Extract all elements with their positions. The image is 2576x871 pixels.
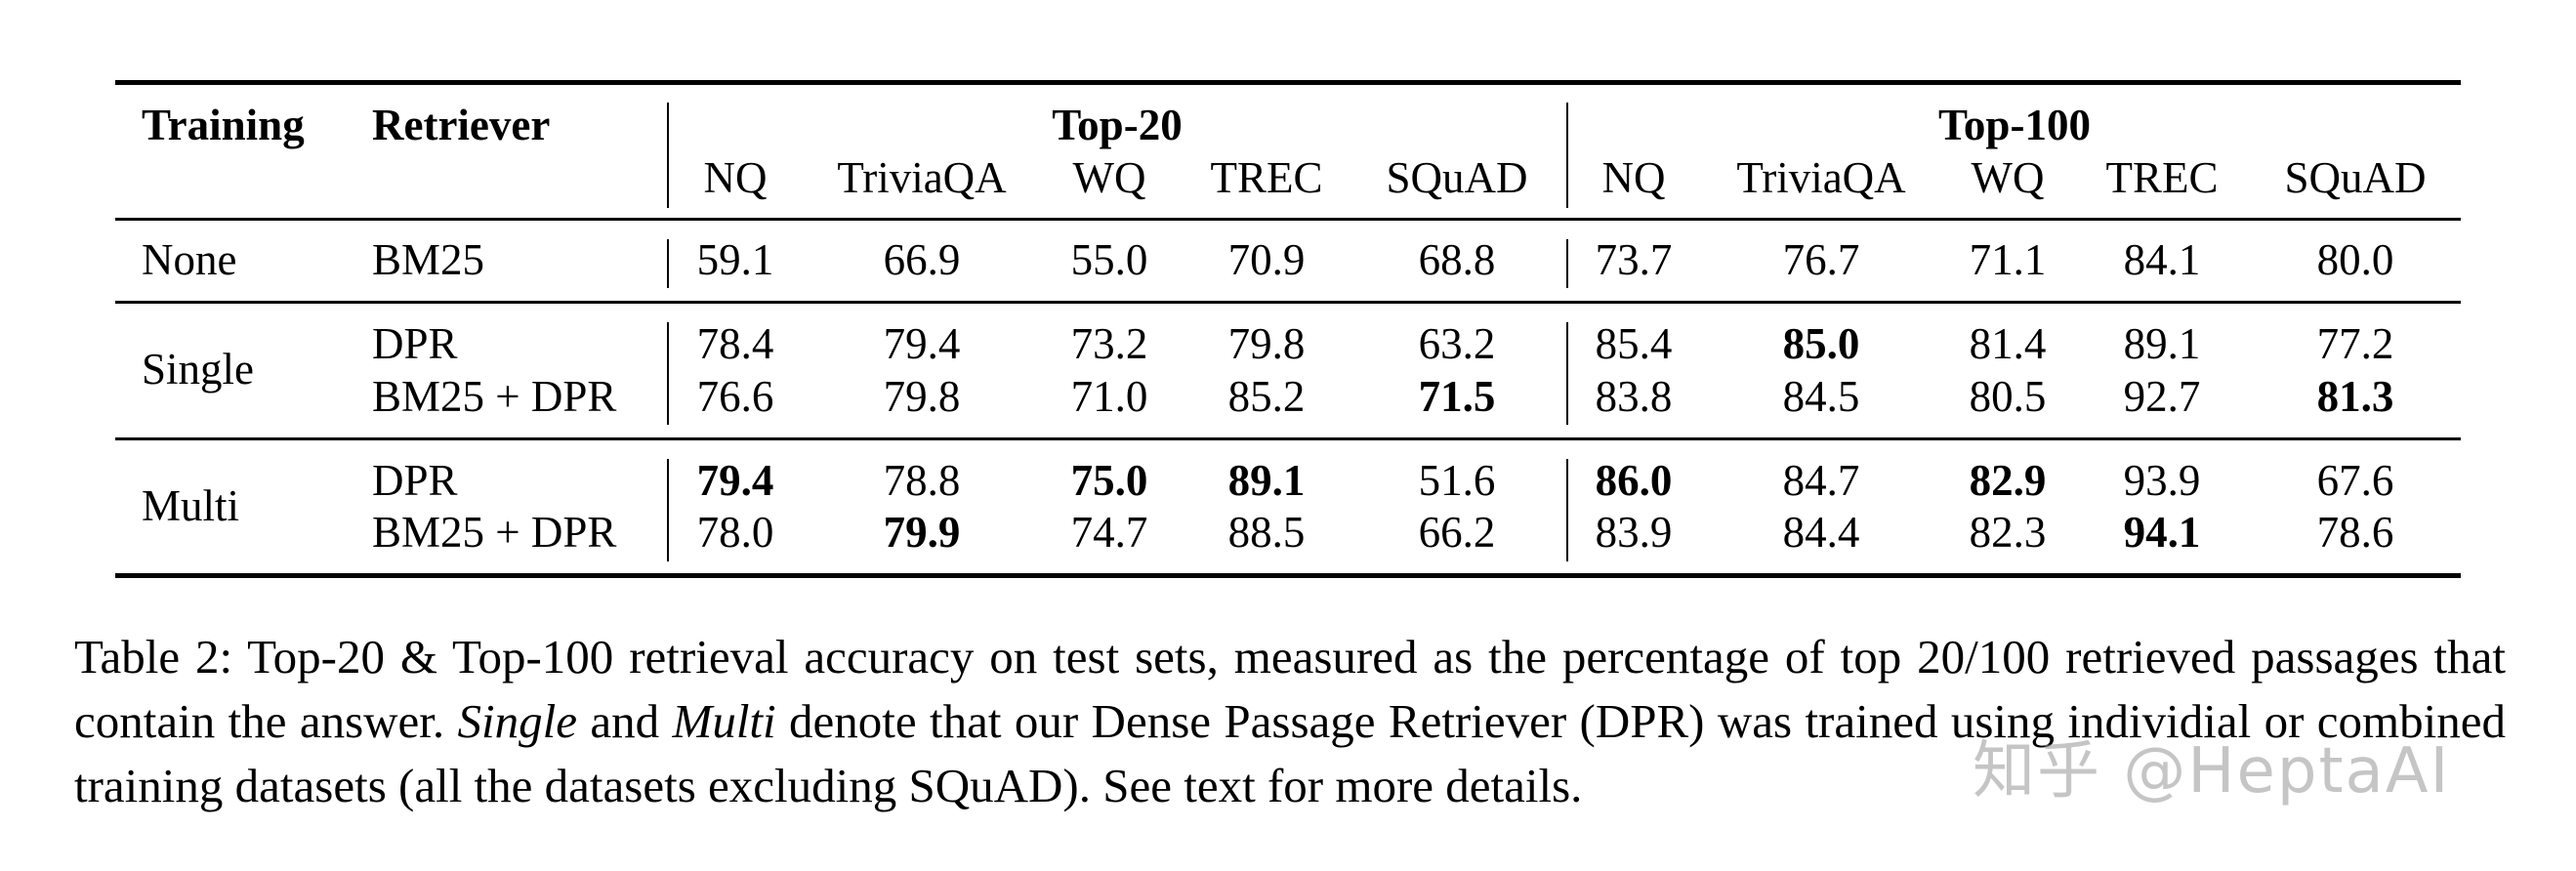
- value-cell: 68.8: [1418, 235, 1496, 284]
- vertical-divider-groups: [1566, 459, 1568, 561]
- caption-rest: denote that our Dense Passage Retriever …: [74, 694, 2507, 812]
- value-cell-best: 85.0: [1782, 319, 1860, 368]
- value-cell: 71.0: [1070, 372, 1148, 421]
- value-cell: 78.6: [2316, 508, 2394, 557]
- header-top20-nq: NQ: [703, 153, 768, 202]
- value-cell: 73.2: [1070, 319, 1148, 368]
- value-cell: 83.8: [1595, 372, 1673, 421]
- retriever-label: DPR: [372, 319, 458, 368]
- value-cell-best: 82.9: [1969, 456, 2047, 505]
- value-cell: 76.7: [1782, 235, 1860, 284]
- retriever-label: BM25 + DPR: [372, 372, 617, 421]
- value-cell: 81.4: [1969, 319, 2047, 368]
- value-cell: 93.9: [2123, 456, 2201, 505]
- retriever-label: BM25: [372, 235, 485, 284]
- value-cell: 70.9: [1227, 235, 1306, 284]
- header-top20-wq: WQ: [1072, 153, 1146, 202]
- header-top20-triviaqa: TriviaQA: [837, 153, 1007, 202]
- header-top100-squad: SQuAD: [2284, 153, 2427, 202]
- value-cell-best: 81.3: [2316, 372, 2394, 421]
- value-cell-best: 79.9: [883, 508, 961, 557]
- value-cell: 78.0: [696, 508, 774, 557]
- value-cell: 84.5: [1782, 372, 1860, 421]
- value-cell: 67.6: [2316, 456, 2394, 505]
- header-top100-trec: TREC: [2105, 153, 2219, 202]
- vertical-divider-groups: [1566, 103, 1568, 208]
- value-cell: 71.1: [1969, 235, 2047, 284]
- caption-single-term: Single: [457, 694, 577, 748]
- table-caption: Table 2: Top-20 & Top-100 retrieval accu…: [74, 625, 2506, 818]
- vertical-divider-retriever: [667, 239, 669, 288]
- value-cell: 66.2: [1418, 508, 1496, 557]
- value-cell: 79.8: [883, 372, 961, 421]
- header-training: Training: [142, 101, 305, 149]
- header-rule: [115, 218, 2461, 221]
- watermark: 知乎 @HeptaAI: [1973, 735, 2451, 808]
- row-divider-none: [115, 301, 2461, 304]
- top-rule: [115, 80, 2461, 85]
- value-cell: 51.6: [1418, 456, 1496, 505]
- value-cell: 92.7: [2123, 372, 2201, 421]
- bottom-rule: [115, 573, 2461, 578]
- value-cell-best: 71.5: [1418, 372, 1496, 421]
- vertical-divider-groups: [1566, 239, 1568, 288]
- value-cell-best: 94.1: [2123, 508, 2201, 557]
- caption-and: and: [577, 694, 673, 748]
- value-cell: 76.6: [696, 372, 774, 421]
- value-cell: 66.9: [883, 235, 961, 284]
- value-cell: 80.5: [1969, 372, 2047, 421]
- value-cell: 85.2: [1227, 372, 1306, 421]
- training-label: Single: [142, 345, 255, 394]
- training-label: None: [142, 235, 237, 284]
- row-divider-single: [115, 437, 2461, 440]
- header-top100-nq: NQ: [1601, 153, 1666, 202]
- header-group-top20: Top-20: [1052, 101, 1183, 149]
- value-cell: 80.0: [2316, 235, 2394, 284]
- header-retriever: Retriever: [372, 101, 551, 149]
- header-group-top100: Top-100: [1938, 101, 2091, 149]
- value-cell: 88.5: [1227, 508, 1306, 557]
- vertical-divider-retriever: [667, 459, 669, 561]
- value-cell: 79.8: [1227, 319, 1306, 368]
- caption-lead: Table 2: Top-20 & Top-100 retrieval accu…: [74, 630, 2506, 748]
- value-cell: 74.7: [1070, 508, 1148, 557]
- value-cell-best: 86.0: [1595, 456, 1673, 505]
- value-cell: 85.4: [1595, 319, 1673, 368]
- value-cell: 84.4: [1782, 508, 1860, 557]
- value-cell-best: 75.0: [1070, 456, 1148, 505]
- caption-multi-term: Multi: [672, 694, 776, 748]
- header-top100-wq: WQ: [1971, 153, 2045, 202]
- value-cell: 63.2: [1418, 319, 1496, 368]
- value-cell: 79.4: [883, 319, 961, 368]
- retriever-label: DPR: [372, 456, 458, 505]
- header-top20-squad: SQuAD: [1386, 153, 1528, 202]
- value-cell: 78.8: [883, 456, 961, 505]
- value-cell: 84.1: [2123, 235, 2201, 284]
- value-cell: 73.7: [1595, 235, 1673, 284]
- value-cell: 83.9: [1595, 508, 1673, 557]
- vertical-divider-retriever: [667, 322, 669, 425]
- value-cell-best: 89.1: [1227, 456, 1306, 505]
- vertical-divider-groups: [1566, 322, 1568, 425]
- value-cell-best: 79.4: [696, 456, 774, 505]
- value-cell: 78.4: [696, 319, 774, 368]
- value-cell: 77.2: [2316, 319, 2394, 368]
- value-cell: 89.1: [2123, 319, 2201, 368]
- header-top20-trec: TREC: [1210, 153, 1323, 202]
- retriever-label: BM25 + DPR: [372, 508, 617, 557]
- header-top100-triviaqa: TriviaQA: [1736, 153, 1906, 202]
- value-cell: 55.0: [1070, 235, 1148, 284]
- value-cell: 59.1: [696, 235, 774, 284]
- training-label: Multi: [142, 481, 240, 530]
- vertical-divider-retriever: [667, 103, 669, 208]
- value-cell: 84.7: [1782, 456, 1860, 505]
- value-cell: 82.3: [1969, 508, 2047, 557]
